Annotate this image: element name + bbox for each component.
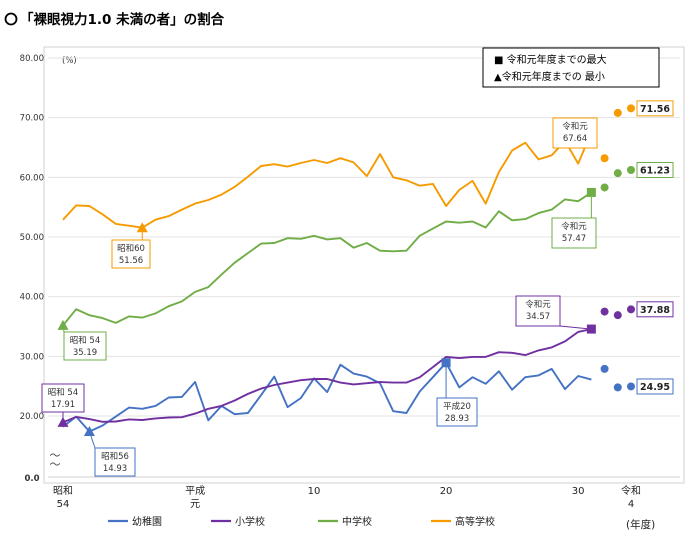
legend-box: ■ 令和元年度までの最大 ▲令和元年度までの 最小 <box>482 47 660 88</box>
final-value-label: 24.95 <box>640 382 670 393</box>
y-tick-label: 30.00 <box>20 352 44 362</box>
series-dot-2 <box>627 165 635 174</box>
final-value-label: 37.88 <box>640 305 670 316</box>
axis-break-text: 〜〜 <box>50 449 61 471</box>
series-dot-3 <box>600 154 609 163</box>
max-marker <box>586 324 596 334</box>
callout-label: 昭和56 14.93 <box>101 452 129 474</box>
callout-label: 令和元 34.57 <box>525 299 551 322</box>
legend-box-min: ▲令和元年度までの 最小 <box>494 70 605 83</box>
series-dot-1 <box>613 311 622 320</box>
legend-label: 中学校 <box>342 515 372 528</box>
y-axis: 80.00 70.00 60.00 50.00 40.00 30.00 20.00 0.0 <box>20 54 44 484</box>
legend-box-frame <box>482 47 660 88</box>
x-axis: 昭和 54 平成元 10 20 30 令和 4 <box>53 484 641 510</box>
min-marker <box>57 416 69 427</box>
final-box <box>636 161 674 178</box>
max-marker <box>586 187 596 197</box>
x-tick-label: 10 <box>308 486 321 497</box>
x-tick-label: 平成元 <box>185 485 205 510</box>
legend-label: 幼稚園 <box>132 515 162 528</box>
callout-box <box>436 397 478 427</box>
callout-label: 昭和 54 17.91 <box>48 388 79 410</box>
legend: 幼稚園 小学校 中学校 高等学校 <box>108 515 495 528</box>
x-tick-label: 30 <box>572 486 585 497</box>
callout-label: 昭和60 51.56 <box>117 244 145 266</box>
y-tick-label: 20.00 <box>20 412 44 422</box>
axis-break-mark: 〜〜 <box>50 449 61 471</box>
plot-area-frame <box>43 46 685 484</box>
series-dot-0 <box>627 382 635 391</box>
callout-box <box>41 383 85 413</box>
series-line-3 <box>62 131 593 229</box>
x-axis-label: (年度) <box>626 518 655 531</box>
callout-label: 平成20 28.93 <box>443 401 471 424</box>
callout-label: 令和元 57.47 <box>561 221 587 244</box>
series-line-1 <box>62 328 592 424</box>
callout-box <box>63 331 107 361</box>
series-dot-1 <box>600 307 609 316</box>
series-dot-3 <box>613 108 622 117</box>
x-tick-label: 令和 4 <box>621 484 641 510</box>
callout-label: 令和元 67.64 <box>562 121 588 144</box>
legend-label: 高等学校 <box>455 515 495 528</box>
min-marker <box>83 425 95 436</box>
title-group: 「裸眼視力1.0 未満の者」の割合 <box>4 11 225 28</box>
y-tick-label: 70.00 <box>20 114 44 124</box>
min-marker <box>57 319 69 330</box>
series-dot-1 <box>627 305 635 314</box>
x-tick-label: 20 <box>440 486 453 497</box>
callout-box <box>94 447 136 477</box>
y-tick-label: 60.00 <box>20 173 44 183</box>
callout-box <box>515 295 561 327</box>
title-bullet-icon <box>4 12 18 26</box>
final-box <box>636 301 674 318</box>
y-tick-label: 80.00 <box>20 54 44 64</box>
y-tick-label: 0.0 <box>24 474 39 484</box>
callout-box <box>551 217 597 249</box>
series-dot-0 <box>613 383 622 392</box>
series-dot-3 <box>627 104 635 113</box>
series-dot-2 <box>613 169 622 178</box>
final-box <box>636 378 674 395</box>
final-value-label: 71.56 <box>640 104 670 115</box>
y-tick-label: 40.00 <box>20 293 44 303</box>
series-dot-0 <box>600 364 609 373</box>
min-marker <box>136 222 148 233</box>
series-dot-2 <box>600 183 609 192</box>
callout-leader <box>559 325 592 330</box>
legend-box-max: ■ 令和元年度までの最大 <box>494 53 607 66</box>
max-marker <box>441 358 451 368</box>
chart-title: 「裸眼視力1.0 未満の者」の割合 <box>20 11 225 28</box>
y-tick-label: 50.00 <box>20 233 44 243</box>
final-labels: 71.56 61.23 37.88 24.95 <box>636 100 674 395</box>
series-lines <box>62 104 635 433</box>
callout-label: 昭和 54 35.19 <box>70 336 101 358</box>
final-box <box>636 100 674 117</box>
callout-box <box>111 239 151 269</box>
x-tick-label: 昭和 54 <box>53 485 73 510</box>
final-value-label: 61.23 <box>640 165 670 176</box>
callouts: 令和元 67.64 昭和60 51.56 令和元 57.47 昭和 54 35.19 令和元 34… <box>41 117 598 477</box>
callout-box <box>552 117 598 149</box>
series-line-2 <box>62 191 592 327</box>
y-unit-label: (%) <box>62 56 77 66</box>
series-line-0 <box>62 361 592 433</box>
legend-label: 小学校 <box>235 515 265 528</box>
